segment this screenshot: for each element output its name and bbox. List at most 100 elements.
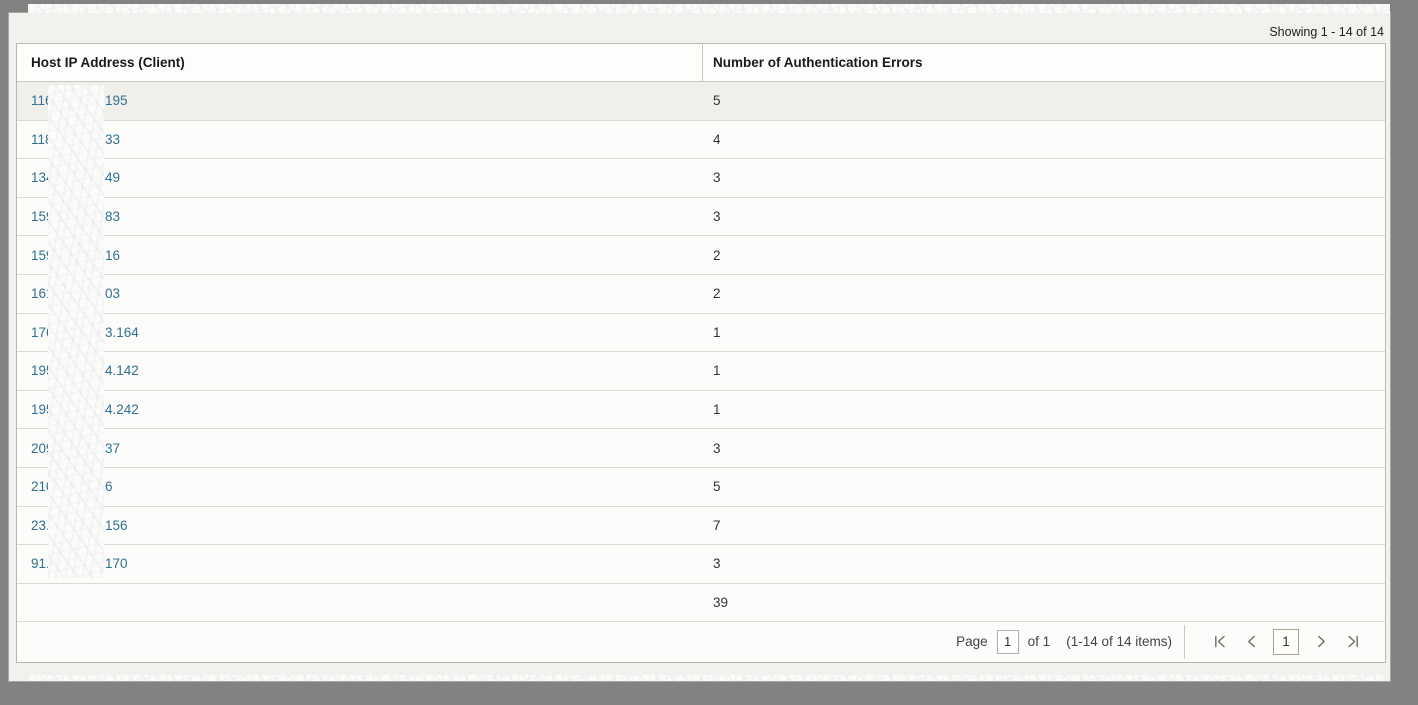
table-row: 176 3.164 1 — [17, 313, 1385, 353]
host-ip-suffix: 3.164 — [105, 324, 139, 340]
page-number-input[interactable] — [996, 629, 1019, 654]
error-count-cell: 3 — [713, 440, 721, 456]
host-ip-suffix: 156 — [105, 517, 128, 533]
items-range-label: (1-14 of 14 items) — [1066, 634, 1172, 650]
host-ip-prefix: 118 — [31, 131, 53, 147]
table-row: 209 37 3 — [17, 429, 1385, 468]
host-ip-suffix: 03 — [105, 286, 121, 302]
host-ip-prefix: 134 — [31, 170, 54, 186]
host-ip-prefix: 176 — [31, 324, 54, 340]
table-row: 195 4.242 1 — [17, 390, 1385, 430]
first-page-icon — [1213, 635, 1226, 648]
host-ip-suffix: 4.242 — [105, 402, 139, 418]
column-header-host-ip[interactable]: Host IP Address (Client) — [17, 44, 703, 81]
error-count-cell: 3 — [713, 209, 721, 225]
host-ip-link[interactable]: 210 6 — [31, 479, 113, 494]
host-ip-prefix: 161 — [31, 286, 54, 302]
table-row: 161 03 2 — [17, 274, 1385, 314]
host-ip-prefix: 159 — [31, 209, 54, 225]
host-ip-cell: 116 195 — [17, 82, 703, 120]
error-count-cell: 4 — [713, 131, 721, 147]
host-ip-cell: 209 37 — [17, 429, 703, 467]
error-count-cell: 7 — [713, 517, 721, 533]
host-ip-cell: 159 16 — [17, 236, 703, 274]
table-body: 116 195 5 118 33 4 134 49 3 159 83 3 159 16 2 161 03 2 176… — [17, 82, 1385, 584]
last-page-button[interactable] — [1345, 634, 1361, 650]
host-ip-suffix: 37 — [105, 440, 121, 456]
host-ip-cell: 195 4.242 — [17, 391, 703, 429]
host-ip-prefix: 116 — [31, 93, 53, 109]
table-header-row: Host IP Address (Client) Number of Authe… — [17, 44, 1385, 82]
table-row: 134 49 3 — [17, 159, 1385, 198]
host-ip-link[interactable]: 23. 156 — [31, 518, 128, 533]
total-row-empty-cell — [17, 584, 703, 621]
table-row: 118 33 4 — [17, 120, 1385, 160]
host-ip-prefix: 23. — [31, 517, 50, 533]
host-ip-link[interactable]: 209 37 — [31, 441, 120, 456]
table-row: 91. 170 3 — [17, 545, 1385, 584]
next-page-button[interactable] — [1313, 634, 1329, 650]
total-errors-value: 39 — [713, 594, 729, 610]
host-ip-cell: 161 03 — [17, 275, 703, 313]
current-page-indicator[interactable]: 1 — [1273, 628, 1299, 655]
error-count-cell: 3 — [713, 170, 721, 186]
host-ip-link[interactable]: 176 3.164 — [31, 325, 139, 340]
report-panel: Showing 1 - 14 of 14 Host IP Address (Cl… — [8, 12, 1391, 682]
last-page-icon — [1347, 635, 1360, 648]
host-ip-prefix: 195 — [31, 402, 54, 418]
host-ip-link[interactable]: 195 4.242 — [31, 402, 139, 417]
error-count-cell: 1 — [713, 402, 721, 418]
error-count-cell: 1 — [713, 363, 721, 379]
error-count-cell: 2 — [713, 286, 721, 302]
redaction-bottom-bar — [28, 675, 1384, 681]
host-ip-prefix: 210 — [31, 479, 54, 495]
previous-page-icon — [1246, 635, 1257, 648]
host-ip-link[interactable]: 91. 170 — [31, 556, 128, 571]
pagination-bar: Page of 1 (1-14 of 14 items) 1 — [17, 621, 1385, 662]
host-ip-cell: 91. 170 — [17, 545, 703, 583]
host-ip-suffix: 4.142 — [105, 363, 139, 379]
host-ip-cell: 195 4.142 — [17, 352, 703, 390]
host-ip-cell: 210 6 — [17, 468, 703, 506]
page-label: Page — [956, 634, 988, 650]
table-row: 159 83 3 — [17, 197, 1385, 237]
host-ip-link[interactable]: 159 83 — [31, 209, 120, 224]
first-page-button[interactable] — [1211, 634, 1227, 650]
host-ip-link[interactable]: 195 4.142 — [31, 363, 139, 378]
host-ip-link[interactable]: 134 49 — [31, 170, 120, 185]
host-ip-link[interactable]: 116 195 — [31, 93, 128, 108]
host-ip-prefix: 195 — [31, 363, 54, 379]
host-ip-prefix: 159 — [31, 247, 54, 263]
host-ip-link[interactable]: 159 16 — [31, 248, 120, 263]
error-count-cell: 3 — [713, 556, 721, 572]
host-ip-cell: 159 83 — [17, 198, 703, 236]
host-ip-suffix: 195 — [105, 93, 128, 109]
host-ip-suffix: 16 — [105, 247, 121, 263]
showing-count: Showing 1 - 14 of 14 — [1269, 25, 1384, 39]
error-count-cell: 1 — [713, 324, 721, 340]
host-ip-cell: 118 33 — [17, 121, 703, 159]
host-ip-cell: 176 3.164 — [17, 314, 703, 352]
host-ip-suffix: 6 — [105, 479, 113, 495]
host-ip-suffix: 83 — [105, 209, 121, 225]
auth-errors-table: Host IP Address (Client) Number of Authe… — [16, 43, 1386, 663]
previous-page-button[interactable] — [1243, 634, 1259, 650]
host-ip-link[interactable]: 118 33 — [31, 132, 120, 147]
error-count-cell: 5 — [713, 93, 721, 109]
host-ip-suffix: 49 — [105, 170, 121, 186]
page-of-label: of 1 — [1027, 634, 1051, 650]
column-header-auth-errors[interactable]: Number of Authentication Errors — [713, 55, 923, 70]
host-ip-link[interactable]: 161 03 — [31, 286, 120, 301]
error-count-cell: 5 — [713, 479, 721, 495]
redaction-top-bar — [28, 4, 1390, 13]
next-page-icon — [1316, 635, 1327, 648]
table-row: 23. 156 7 — [17, 506, 1385, 546]
host-ip-prefix: 91. — [31, 556, 50, 572]
host-ip-cell: 134 49 — [17, 159, 703, 197]
table-row: 210 6 5 — [17, 467, 1385, 507]
table-row: 116 195 5 — [17, 82, 1385, 121]
table-row: 195 4.142 1 — [17, 352, 1385, 391]
host-ip-prefix: 209 — [31, 440, 54, 456]
host-ip-suffix: 33 — [105, 131, 121, 147]
table-row: 159 16 2 — [17, 236, 1385, 275]
